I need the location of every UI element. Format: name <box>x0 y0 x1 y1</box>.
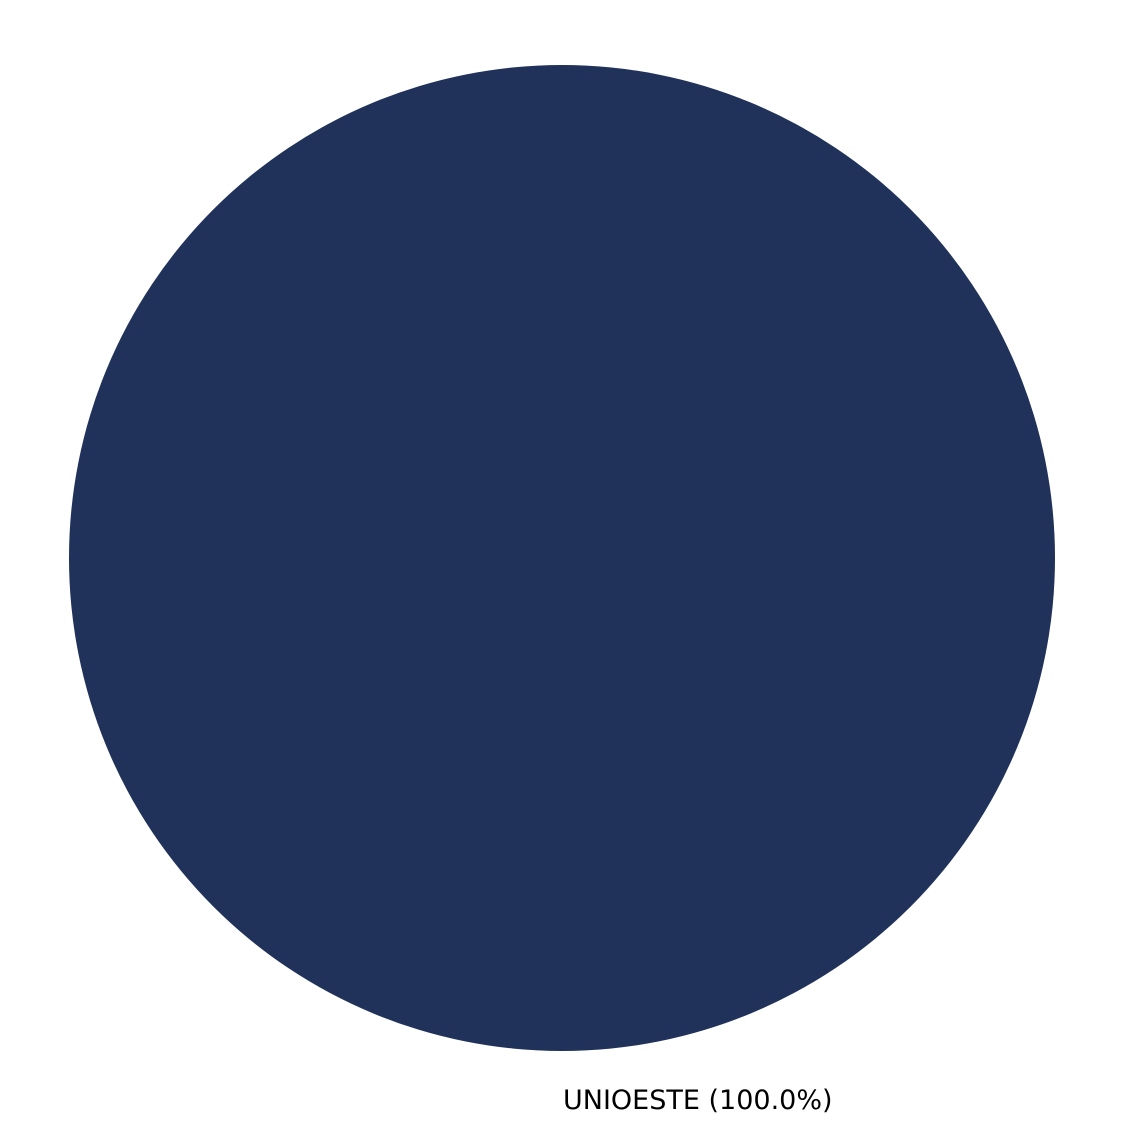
pie-slice-0 <box>69 65 1055 1051</box>
pie-labels: UNIOESTE (100.0%) <box>563 1085 833 1116</box>
pie-slices <box>69 65 1055 1051</box>
slice-label-0: UNIOESTE (100.0%) <box>563 1085 833 1116</box>
